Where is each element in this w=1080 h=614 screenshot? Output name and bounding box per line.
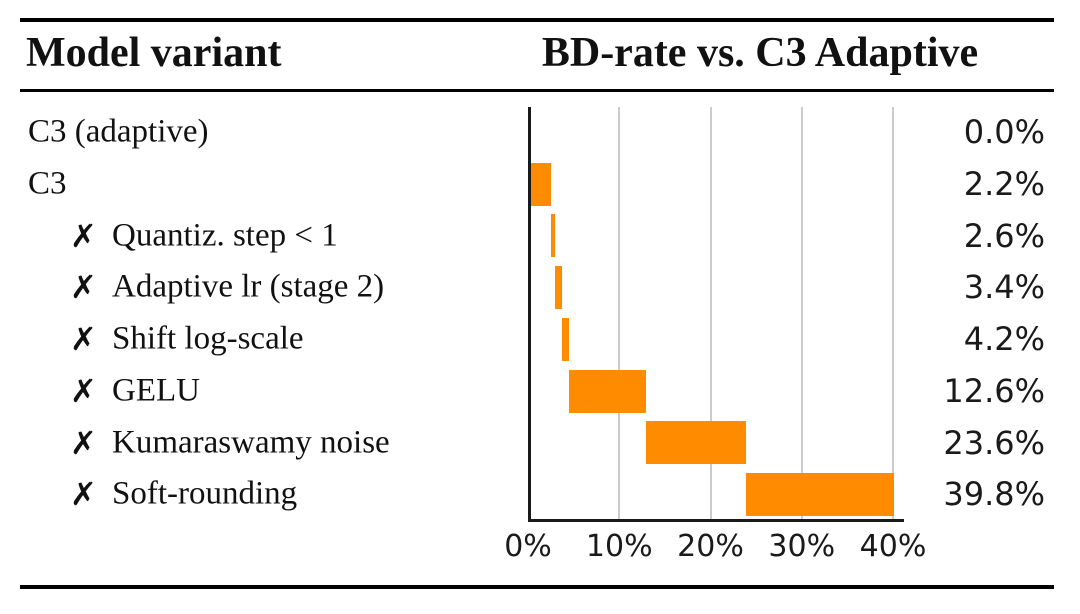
waterfall-bar xyxy=(551,214,555,258)
gridline xyxy=(800,107,803,520)
cross-icon: ✗ xyxy=(70,475,97,514)
cross-icon: ✗ xyxy=(70,320,97,358)
table-row: C3 (adaptive) 0.0% xyxy=(0,106,1080,158)
row-label: Shift log-scale xyxy=(112,320,304,357)
cross-icon: ✗ xyxy=(70,216,97,255)
row-value: 39.8% xyxy=(943,475,1045,514)
waterfall-bar xyxy=(562,317,570,361)
bottom-rule xyxy=(20,585,1054,589)
x-tick-label: 30% xyxy=(768,529,836,564)
table-row: ✗ Quantiz. step < 1 2.6% xyxy=(0,210,1080,262)
x-tick-label: 0% xyxy=(504,529,552,564)
table-row: ✗ Adaptive lr (stage 2) 3.4% xyxy=(0,261,1080,313)
waterfall-bar xyxy=(554,266,563,310)
table-row: ✗ Kumaraswamy noise 23.6% xyxy=(0,417,1080,469)
row-value: 2.2% xyxy=(963,164,1045,203)
cross-icon: ✗ xyxy=(70,268,97,307)
row-value: 4.2% xyxy=(963,320,1045,358)
x-tick-label: 40% xyxy=(859,529,927,564)
waterfall-bar xyxy=(746,473,895,517)
y-axis-spine xyxy=(528,107,531,521)
row-label: Adaptive lr (stage 2) xyxy=(112,268,385,305)
row-label: GELU xyxy=(112,372,200,409)
waterfall-bar xyxy=(645,421,747,465)
x-tick-label: 20% xyxy=(677,529,744,564)
row-label: Kumaraswamy noise xyxy=(112,424,390,460)
row-label: C3 xyxy=(28,165,67,202)
table-row: ✗ Soft-rounding 39.8% xyxy=(0,468,1080,520)
row-label: Soft-rounding xyxy=(112,475,298,512)
row-label: Quantiz. step < 1 xyxy=(112,217,338,253)
column-header-bd-rate: BD-rate vs. C3 Adaptive xyxy=(541,30,979,76)
gridline xyxy=(709,107,712,520)
cross-icon: ✗ xyxy=(70,423,97,462)
table-row: ✗ Shift log-scale 4.2% xyxy=(0,313,1080,365)
row-value: 3.4% xyxy=(963,268,1045,307)
row-value: 0.0% xyxy=(963,113,1045,151)
gridline xyxy=(892,107,894,520)
waterfall-bar xyxy=(569,369,646,413)
row-value: 12.6% xyxy=(943,371,1045,410)
table-row: C3 2.2% xyxy=(0,158,1080,210)
column-header-model-variant: Model variant xyxy=(26,30,282,76)
row-value: 2.6% xyxy=(963,216,1045,255)
x-tick-label: 10% xyxy=(585,529,653,564)
gridline xyxy=(618,107,621,520)
waterfall-bar xyxy=(531,162,552,206)
row-value: 23.6% xyxy=(943,423,1045,462)
top-rule xyxy=(20,18,1054,22)
table-row: ✗ GELU 12.6% xyxy=(0,365,1080,417)
header-rule xyxy=(20,89,1054,92)
waterfall-chart xyxy=(528,106,910,524)
cross-icon: ✗ xyxy=(70,371,97,410)
x-axis-spine xyxy=(528,519,904,522)
row-label: C3 (adaptive) xyxy=(28,113,209,150)
